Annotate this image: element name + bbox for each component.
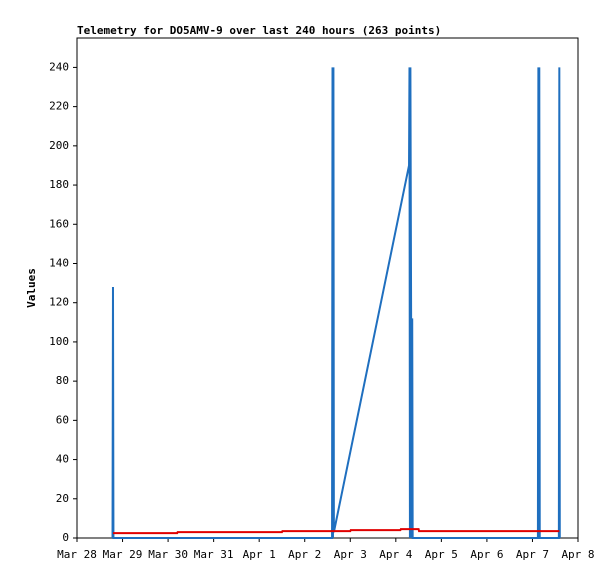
x-tick-label: Apr 1 [243, 548, 276, 561]
x-tick-label: Mar 31 [194, 548, 234, 561]
y-tick-label: 80 [56, 374, 69, 387]
x-tick-label: Apr 5 [425, 548, 458, 561]
series-line [112, 528, 560, 535]
y-tick-label: 120 [49, 296, 69, 309]
y-tick-label: 220 [49, 100, 69, 113]
x-tick-label: Mar 29 [103, 548, 143, 561]
x-tick-label: Apr 2 [288, 548, 321, 561]
y-tick-label: 240 [49, 60, 69, 73]
x-tick-label: Apr 8 [561, 548, 594, 561]
y-tick-label: 60 [56, 413, 69, 426]
y-tick-label: 200 [49, 139, 69, 152]
x-tick-label: Apr 4 [379, 548, 412, 561]
x-tick-label: Apr 7 [516, 548, 549, 561]
y-tick-label: 0 [62, 531, 69, 544]
y-tick-label: 160 [49, 217, 69, 230]
x-tick-label: Apr 3 [334, 548, 367, 561]
y-axis-label: Values [25, 268, 38, 308]
y-tick-label: 140 [49, 256, 69, 269]
y-tick-label: 180 [49, 178, 69, 191]
x-tick-label: Mar 28 [57, 548, 97, 561]
y-tick-label: 40 [56, 453, 69, 466]
series-line [111, 67, 561, 539]
y-tick-label: 20 [56, 492, 69, 505]
chart-title: Telemetry for DO5AMV-9 over last 240 hou… [77, 24, 441, 37]
y-tick-label: 100 [49, 335, 69, 348]
plot-frame [76, 37, 579, 539]
x-tick-label: Mar 30 [148, 548, 188, 561]
x-tick-label: Apr 6 [470, 548, 503, 561]
